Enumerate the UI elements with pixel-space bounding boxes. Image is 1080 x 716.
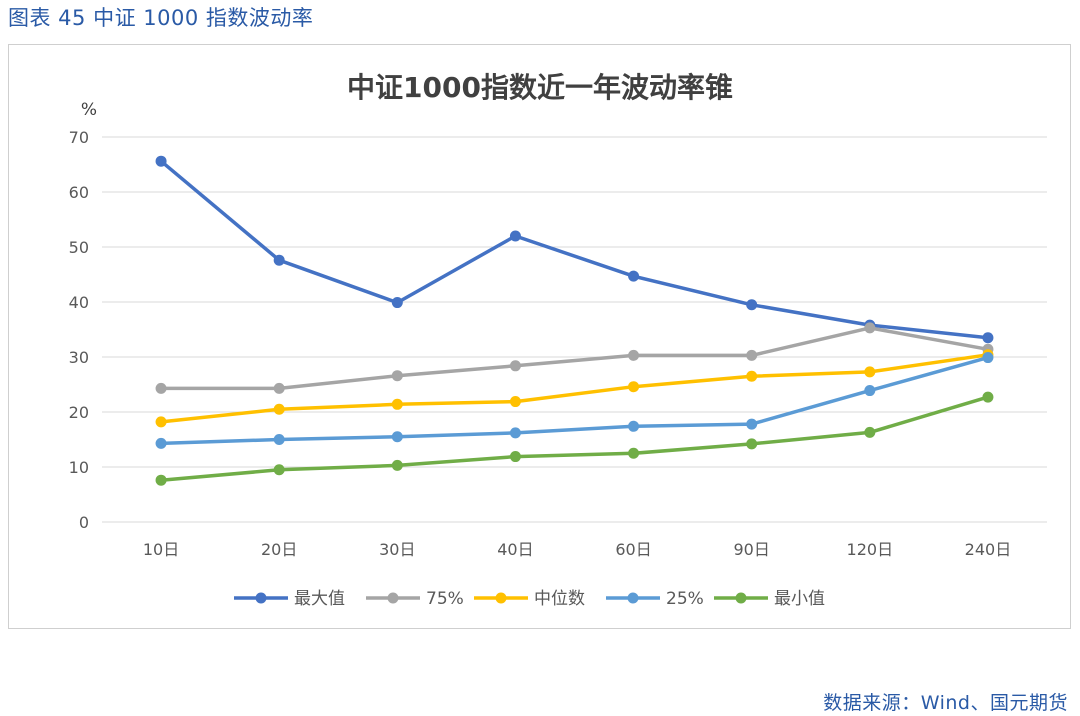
data-point [864, 322, 876, 334]
data-point [509, 396, 521, 408]
data-point [155, 437, 167, 449]
legend: 最大值 75% 中位数 25% 最小值 [234, 589, 825, 609]
data-point [273, 464, 285, 476]
y-tick-label: 40 [69, 293, 89, 312]
data-point [391, 398, 403, 410]
x-tick-label: 120日 [847, 540, 894, 559]
data-point [273, 254, 285, 266]
x-tick-label: 60日 [615, 540, 651, 559]
data-point [864, 385, 876, 397]
legend-swatch-marker [255, 592, 267, 604]
x-tick-label: 20日 [261, 540, 297, 559]
data-point [273, 382, 285, 394]
data-point [628, 349, 640, 361]
legend-label: 中位数 [534, 589, 585, 609]
data-point [982, 391, 994, 403]
x-tick-label: 90日 [734, 540, 770, 559]
legend-item: 最大值 [234, 589, 345, 609]
series-2 [155, 349, 994, 428]
series-line [159, 353, 990, 424]
source-note: 数据来源：Wind、国元期货 [823, 692, 1068, 714]
x-tick-label: 240日 [965, 540, 1012, 559]
data-point [628, 381, 640, 393]
data-point [155, 474, 167, 486]
data-point [746, 438, 758, 450]
data-point [982, 332, 994, 344]
y-tick-label: 0 [79, 513, 89, 532]
data-point [864, 366, 876, 378]
y-tick-label: 20 [69, 403, 89, 422]
data-point [982, 352, 994, 364]
series-line [159, 326, 990, 391]
data-point [746, 418, 758, 430]
y-tick-label: 60 [69, 183, 89, 202]
chart-frame: 中证1000指数近一年波动率锥 % 0 10 20 30 40 50 60 70 10日 20日… [8, 44, 1071, 629]
y-tick-label: 10 [69, 458, 89, 477]
data-point [746, 299, 758, 311]
data-point [746, 370, 758, 382]
data-point [509, 451, 521, 463]
series-1 [155, 322, 994, 394]
data-point [391, 370, 403, 382]
series-line [159, 159, 990, 340]
legend-label: 最大值 [294, 589, 345, 609]
data-point [155, 416, 167, 428]
legend-item: 75% [366, 589, 464, 609]
data-point [509, 427, 521, 439]
legend-label: 75% [426, 589, 464, 609]
figure-caption: 图表 45 中证 1000 指数波动率 [8, 6, 314, 30]
series-line [159, 355, 990, 446]
series-0 [155, 155, 994, 344]
legend-swatch-marker [387, 592, 399, 604]
legend-label: 25% [666, 589, 704, 609]
data-point [628, 447, 640, 459]
data-point [273, 403, 285, 415]
data-point [864, 426, 876, 438]
series-4 [155, 391, 994, 486]
data-point [509, 360, 521, 372]
data-point [391, 297, 403, 309]
y-axis-ticks: 0 10 20 30 40 50 60 70 [69, 128, 89, 532]
data-point [628, 270, 640, 282]
data-point [391, 459, 403, 471]
x-tick-label: 10日 [143, 540, 179, 559]
x-axis-ticks: 10日 20日 30日 40日 60日 90日 120日 240日 [143, 540, 1011, 559]
legend-swatch-marker [735, 592, 747, 604]
series-line [159, 395, 990, 482]
legend-item: 最小值 [714, 589, 825, 609]
legend-swatch-marker [495, 592, 507, 604]
y-axis-unit: % [81, 100, 97, 120]
data-point [155, 155, 167, 167]
data-point [391, 431, 403, 443]
legend-swatch-marker [627, 592, 639, 604]
y-tick-label: 30 [69, 348, 89, 367]
legend-item: 25% [606, 589, 704, 609]
x-tick-label: 30日 [379, 540, 415, 559]
y-tick-label: 50 [69, 238, 89, 257]
data-point [509, 230, 521, 242]
chart-title: 中证1000指数近一年波动率锥 [347, 71, 733, 104]
chart: 中证1000指数近一年波动率锥 % 0 10 20 30 40 50 60 70 10日 20日… [69, 71, 1047, 609]
data-point [746, 349, 758, 361]
data-point [628, 420, 640, 432]
legend-label: 最小值 [774, 589, 825, 609]
y-tick-label: 70 [69, 128, 89, 147]
data-point [273, 434, 285, 445]
data-point [155, 382, 167, 394]
legend-item: 中位数 [474, 589, 585, 609]
x-tick-label: 40日 [497, 540, 533, 559]
series-3 [155, 352, 994, 449]
series-lines [155, 155, 994, 486]
